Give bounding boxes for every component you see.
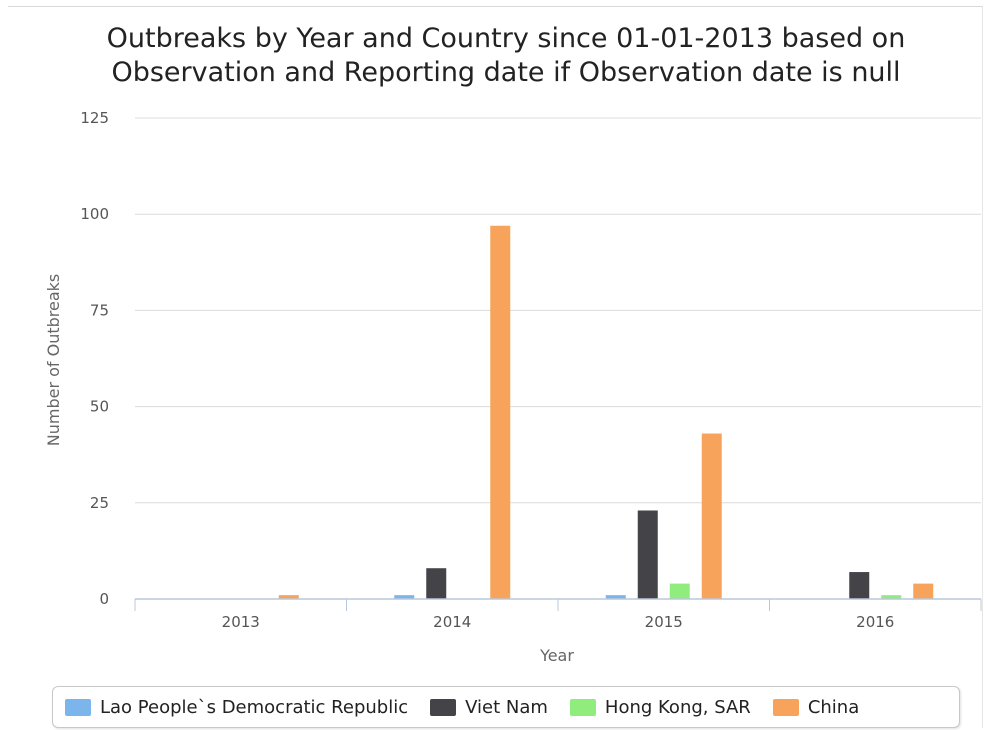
- legend-label-viet-nam: Viet Nam: [465, 696, 548, 718]
- y-tick-label-50: 50: [90, 398, 109, 416]
- x-tick-label-2013: 2013: [222, 613, 260, 631]
- bar-china-2015[interactable]: [701, 433, 722, 599]
- chart-title-line-2: Observation and Reporting date if Observ…: [111, 57, 900, 88]
- bar-lao-people-s-democratic-republic-2015[interactable]: [605, 595, 626, 599]
- legend-label-lao: Lao People`s Democratic Republic: [100, 696, 409, 718]
- legend-swatch-viet-nam: [430, 698, 457, 716]
- legend-label-hong-kong: Hong Kong, SAR: [604, 696, 751, 718]
- x-axis: 2013 2014 2015 2016: [134, 598, 982, 631]
- legend-label-china: China: [807, 696, 860, 718]
- chart-legend: Lao People`s Democratic Republic Viet Na…: [52, 686, 960, 728]
- bar-viet-nam-2015[interactable]: [637, 510, 658, 599]
- legend-item-hong-kong[interactable]: Hong Kong, SAR: [569, 696, 751, 718]
- y-tick-label-75: 75: [90, 301, 109, 319]
- legend-item-viet-nam[interactable]: Viet Nam: [430, 697, 548, 718]
- x-tick-label-2016: 2016: [856, 613, 894, 631]
- bar-viet-nam-2016[interactable]: [849, 572, 870, 599]
- chart-frame: [8, 6, 983, 728]
- gridlines: [135, 117, 981, 504]
- y-tick-label-125: 125: [80, 109, 109, 127]
- y-axis-title: Number of Outbreaks: [44, 274, 63, 447]
- legend-swatch-china: [772, 698, 799, 716]
- bar-china-2013[interactable]: [278, 595, 299, 599]
- y-tick-label-100: 100: [80, 205, 109, 223]
- y-tick-label-25: 25: [90, 494, 109, 512]
- y-tick-label-0: 0: [99, 590, 109, 608]
- x-tick-label-2014: 2014: [433, 613, 471, 631]
- legend-swatch-lao: [65, 698, 91, 716]
- y-axis-ticks: 0 25 50 75 100 125: [80, 109, 109, 608]
- bar-viet-nam-2014[interactable]: [426, 568, 447, 599]
- bar-hong-kong-sar-2015[interactable]: [669, 583, 690, 599]
- bar-china-2016[interactable]: [913, 583, 934, 599]
- x-tick-label-2015: 2015: [645, 613, 683, 631]
- legend-item-china[interactable]: China: [772, 696, 860, 718]
- bars: [278, 225, 934, 599]
- chart-title-line-1: Outbreaks by Year and Country since 01-0…: [107, 23, 906, 54]
- legend-item-lao[interactable]: Lao People`s Democratic Republic: [65, 697, 408, 718]
- legend-swatch-hong-kong: [569, 698, 596, 716]
- bar-lao-people-s-democratic-republic-2014[interactable]: [394, 595, 415, 599]
- bar-china-2014[interactable]: [490, 225, 511, 599]
- bar-hong-kong-sar-2016[interactable]: [881, 595, 902, 599]
- x-axis-title: Year: [539, 646, 574, 665]
